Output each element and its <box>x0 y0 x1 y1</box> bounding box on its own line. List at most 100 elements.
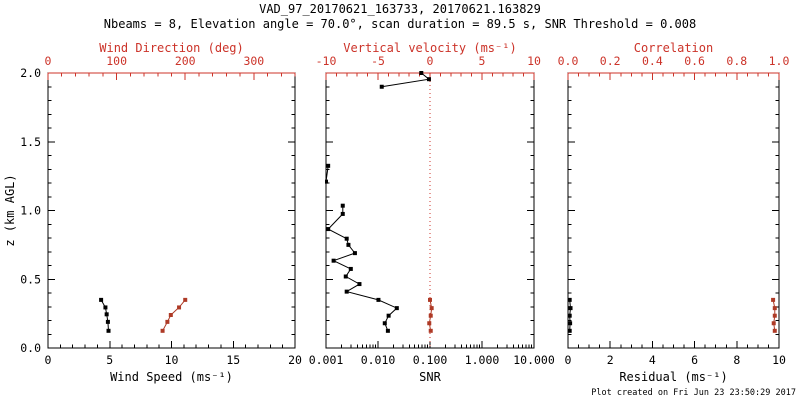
data-point-marker <box>385 328 390 333</box>
data-point-marker <box>346 242 351 247</box>
svg-text:0.4: 0.4 <box>642 54 663 68</box>
svg-text:10: 10 <box>165 353 179 367</box>
vertical-velocity-profile <box>427 297 434 333</box>
data-point-marker <box>427 321 432 326</box>
svg-text:0.0: 0.0 <box>20 341 41 355</box>
svg-text:6: 6 <box>691 353 698 367</box>
data-point-marker <box>177 305 182 310</box>
data-point-marker <box>106 328 111 333</box>
snr-panel: 0.001 0.010 0.100 1.000 10.000 SNR -10 -5 0 5 10 Ve… <box>309 41 555 384</box>
svg-text:0: 0 <box>565 353 572 367</box>
plot-subtitle: Nbeams = 8, Elevation angle = 70.0°, sca… <box>103 17 697 32</box>
data-point-marker <box>352 251 357 256</box>
wind-panel: 0.0 0.5 1.0 1.5 2.0 z (km AGL) 0 5 10 15 20 Wind Sp… <box>3 41 302 384</box>
plot-title: VAD_97_20170621_163733, 20170621.163829 <box>259 2 541 16</box>
data-point-marker <box>326 163 331 168</box>
residual-profile <box>567 297 573 333</box>
svg-text:0: 0 <box>45 54 52 68</box>
svg-text:0.6: 0.6 <box>684 54 705 68</box>
plot-header: VAD_97_20170621_163733, 20170621.163829 … <box>0 2 800 32</box>
svg-text:10: 10 <box>772 353 786 367</box>
data-point-marker <box>168 313 173 317</box>
data-point-marker <box>771 297 776 302</box>
svg-text:-10: -10 <box>316 54 337 68</box>
data-point-marker <box>344 289 349 294</box>
data-point-marker <box>394 306 399 311</box>
top-axis-label: Wind Direction (deg) <box>99 41 244 55</box>
svg-text:5: 5 <box>479 54 486 68</box>
data-point-marker <box>426 77 431 82</box>
bottom-axis-label: Wind Speed (ms⁻¹) <box>110 370 233 384</box>
svg-text:4: 4 <box>649 353 656 367</box>
data-point-marker <box>428 313 433 318</box>
svg-text:0.2: 0.2 <box>600 54 621 68</box>
data-point-marker <box>568 321 573 326</box>
data-point-marker <box>103 305 108 310</box>
svg-text:0.100: 0.100 <box>413 353 448 367</box>
svg-text:2: 2 <box>607 353 614 367</box>
svg-text:200: 200 <box>175 54 196 68</box>
data-point-marker <box>340 211 345 216</box>
y-axis-label: z (km AGL) <box>3 174 17 246</box>
bottom-axis-label: Residual (ms⁻¹) <box>619 370 727 384</box>
data-point-marker <box>160 328 165 333</box>
svg-text:1.5: 1.5 <box>20 135 41 149</box>
svg-text:15: 15 <box>226 353 240 367</box>
svg-text:300: 300 <box>243 54 264 68</box>
data-point-marker <box>165 319 170 324</box>
plot-created-text: Plot created on Fri Jun 23 23:50:29 2017 <box>591 388 796 398</box>
data-point-marker <box>379 84 384 89</box>
data-point-marker <box>428 328 433 333</box>
data-point-marker <box>344 236 349 241</box>
svg-text:1.0: 1.0 <box>769 54 790 68</box>
svg-text:0.010: 0.010 <box>361 353 396 367</box>
data-point-marker <box>429 306 434 311</box>
data-point-marker <box>568 306 573 311</box>
correlation-profile <box>771 297 777 333</box>
data-point-marker <box>104 312 109 317</box>
svg-text:1.0: 1.0 <box>20 204 41 218</box>
data-point-marker <box>428 297 432 302</box>
svg-text:1.000: 1.000 <box>465 353 500 367</box>
svg-text:8: 8 <box>733 353 740 367</box>
data-point-marker <box>326 227 331 232</box>
data-point-marker <box>348 266 353 271</box>
svg-text:2.0: 2.0 <box>20 66 41 80</box>
data-point-marker <box>567 297 572 302</box>
data-point-marker <box>771 321 776 326</box>
svg-text:0: 0 <box>45 353 52 367</box>
data-point-marker <box>772 328 777 333</box>
svg-text:20: 20 <box>288 353 302 367</box>
svg-text:0: 0 <box>427 54 434 68</box>
wind-speed-profile <box>99 297 111 333</box>
data-point-marker <box>99 297 104 302</box>
data-point-marker <box>419 71 424 75</box>
data-point-marker <box>382 321 387 326</box>
data-point-marker <box>772 313 777 318</box>
snr-profile <box>325 71 431 333</box>
svg-text:0.001: 0.001 <box>309 353 344 367</box>
svg-text:10: 10 <box>527 54 541 68</box>
data-point-marker <box>357 282 362 287</box>
data-point-marker <box>343 274 348 279</box>
data-point-marker <box>772 306 777 311</box>
svg-text:-5: -5 <box>371 54 385 68</box>
svg-text:5: 5 <box>106 353 113 367</box>
svg-text:10.000: 10.000 <box>513 353 555 367</box>
svg-text:0.0: 0.0 <box>558 54 579 68</box>
svg-text:0.5: 0.5 <box>20 272 41 286</box>
wind-direction-profile <box>160 297 188 333</box>
data-point-marker <box>386 313 391 318</box>
bottom-axis-label: SNR <box>419 370 441 384</box>
data-point-marker <box>340 203 345 208</box>
data-point-marker <box>331 258 336 263</box>
data-point-marker <box>376 297 381 302</box>
data-point-marker <box>567 328 572 333</box>
residual-panel: 0 2 4 6 8 10 Residual (ms⁻¹) 0.0 0.2 0.4 0.6 0.8 1.0… <box>558 41 790 384</box>
data-point-marker <box>105 319 110 324</box>
top-axis-label: Correlation <box>634 41 713 55</box>
svg-text:100: 100 <box>106 54 127 68</box>
data-point-marker <box>183 297 188 302</box>
